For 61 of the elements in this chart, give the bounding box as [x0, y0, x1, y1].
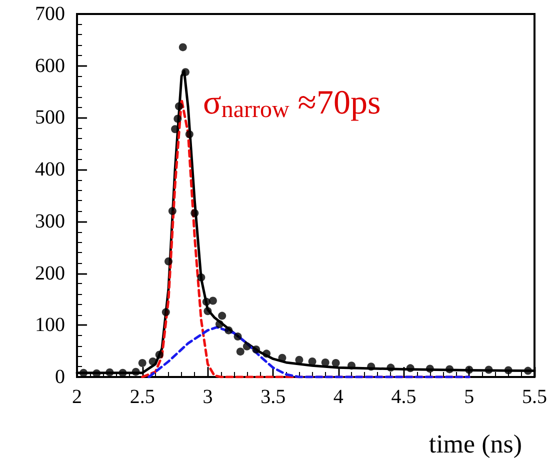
y-tick-label: 600	[35, 54, 65, 77]
x-axis-title: time (ns)	[428, 430, 522, 458]
point	[332, 359, 340, 367]
point	[168, 207, 176, 216]
point	[218, 312, 226, 320]
point	[148, 357, 157, 366]
point	[348, 362, 356, 370]
point	[484, 366, 493, 374]
point	[262, 350, 271, 358]
y-tick-label: 400	[35, 158, 65, 181]
point	[190, 209, 199, 218]
point	[106, 368, 114, 376]
x-tick-label: 2.5	[130, 386, 155, 408]
point	[504, 366, 512, 374]
x-tick-label: 5.5	[522, 386, 547, 408]
point	[164, 257, 172, 266]
y-tick-label: 0	[55, 366, 65, 388]
point	[132, 368, 140, 376]
point	[308, 357, 316, 366]
point	[406, 364, 414, 372]
point	[252, 346, 260, 354]
point	[202, 298, 210, 306]
point	[426, 364, 434, 373]
y-tick-label: 700	[35, 3, 65, 25]
point	[278, 354, 286, 362]
point	[524, 366, 532, 375]
point	[208, 296, 217, 305]
point	[182, 68, 190, 76]
point	[242, 342, 251, 350]
point	[367, 362, 376, 371]
y-tick-label: 300	[35, 210, 65, 232]
point	[295, 356, 304, 364]
point	[80, 368, 88, 377]
point	[197, 273, 206, 282]
point	[171, 125, 180, 134]
point	[224, 326, 233, 334]
x-tick-label: 3	[202, 386, 213, 408]
x-tick-label: 3.5	[260, 386, 286, 408]
point	[321, 358, 330, 366]
point	[174, 114, 182, 123]
y-tick-label: 200	[35, 262, 65, 284]
point	[465, 366, 474, 374]
point	[185, 130, 194, 138]
x-tick-label: 5	[464, 386, 474, 408]
x-tick-label: 4.5	[391, 386, 416, 408]
point	[446, 365, 454, 374]
point	[386, 364, 395, 372]
y-tick-label: 100	[35, 314, 65, 336]
point	[215, 320, 224, 328]
x-tick-label: 2	[72, 386, 82, 408]
point	[236, 348, 244, 356]
point	[234, 332, 242, 341]
y-tick-label: 500	[35, 106, 65, 129]
point	[118, 368, 127, 377]
point	[178, 43, 187, 52]
point	[204, 307, 212, 316]
point	[174, 102, 183, 110]
point	[138, 359, 146, 367]
point	[155, 350, 164, 359]
x-tick-label: 4	[333, 386, 344, 408]
point	[162, 308, 170, 316]
